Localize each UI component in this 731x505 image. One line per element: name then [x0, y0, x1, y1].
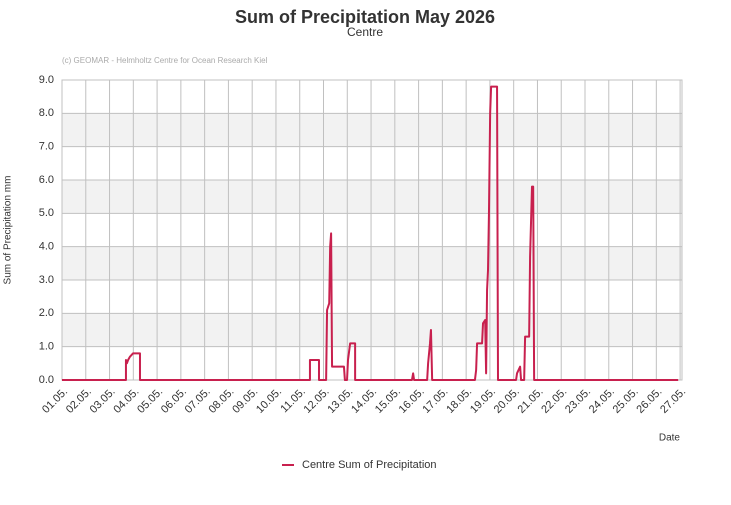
x-tick-label: 23.05.	[563, 386, 593, 416]
credit: (c) GEOMAR - Helmholtz Centre for Ocean …	[62, 56, 268, 65]
plot-band	[62, 113, 682, 147]
x-tick-label: 03.05.	[88, 386, 118, 416]
chart-subtitle: Centre	[347, 25, 383, 39]
y-tick-label: 8.0	[39, 107, 54, 119]
x-tick-label: 05.05.	[135, 386, 165, 416]
data-line	[62, 85, 679, 381]
y-tick-label: 4.0	[39, 241, 54, 253]
x-tick-label: 01.05.	[40, 386, 70, 416]
plot-band	[62, 313, 682, 347]
x-tick-label: 07.05.	[183, 386, 213, 416]
x-tick-label: 14.05.	[349, 386, 379, 416]
y-tick-label: 7.0	[39, 141, 54, 153]
x-tick-label: 27.05.	[658, 386, 688, 416]
x-tick-label: 25.05.	[611, 386, 641, 416]
x-tick-label: 10.05.	[254, 386, 284, 416]
chart-title: Sum of Precipitation May 2026	[235, 7, 495, 27]
x-tick-label: 06.05.	[159, 386, 189, 416]
x-tick-label: 15.05.	[373, 386, 403, 416]
x-tick-label: 11.05.	[278, 386, 308, 416]
x-tick-label: 20.05.	[492, 386, 522, 416]
y-tick-label: 2.0	[39, 307, 54, 319]
x-tick-label: 24.05.	[587, 386, 617, 416]
plot-band	[62, 180, 682, 214]
x-tick-label: 09.05.	[230, 386, 260, 416]
y-axis-label: Sum of Precipitation mm	[3, 176, 14, 285]
x-tick-label: 22.05.	[539, 386, 569, 416]
y-tick-label: 1.0	[39, 341, 54, 353]
y-tick-label: 9.0	[39, 74, 54, 86]
x-tick-label: 17.05.	[420, 386, 450, 416]
x-tick-label: 04.05.	[111, 386, 141, 416]
legend-label: Centre Sum of Precipitation	[302, 459, 437, 471]
x-tick-label: 21.05.	[516, 386, 546, 416]
x-tick-label: 02.05.	[64, 386, 94, 416]
plot-area: 0.0 1.0 2.0 3.0 4.0 5.0 6.0 7.0 8.0 9.0 01.05.02.0…	[39, 74, 689, 416]
x-tick-label: 19.05.	[468, 386, 498, 416]
y-tick-label: 5.0	[39, 207, 54, 219]
y-tick-label: 6.0	[39, 174, 54, 186]
x-tick-label: 08.05.	[206, 386, 236, 416]
plot-band	[62, 246, 682, 280]
x-axis-label: Date	[659, 433, 681, 444]
x-tick-label: 12.05.	[302, 386, 332, 416]
y-tick-label: 3.0	[39, 274, 54, 286]
x-tick-label: 18.05.	[444, 386, 474, 416]
y-tick-label: 0.0	[39, 374, 54, 386]
x-tick-label: 16.05.	[397, 386, 427, 416]
x-tick-label: 26.05.	[634, 386, 664, 416]
x-tick-label: 13.05.	[325, 386, 355, 416]
